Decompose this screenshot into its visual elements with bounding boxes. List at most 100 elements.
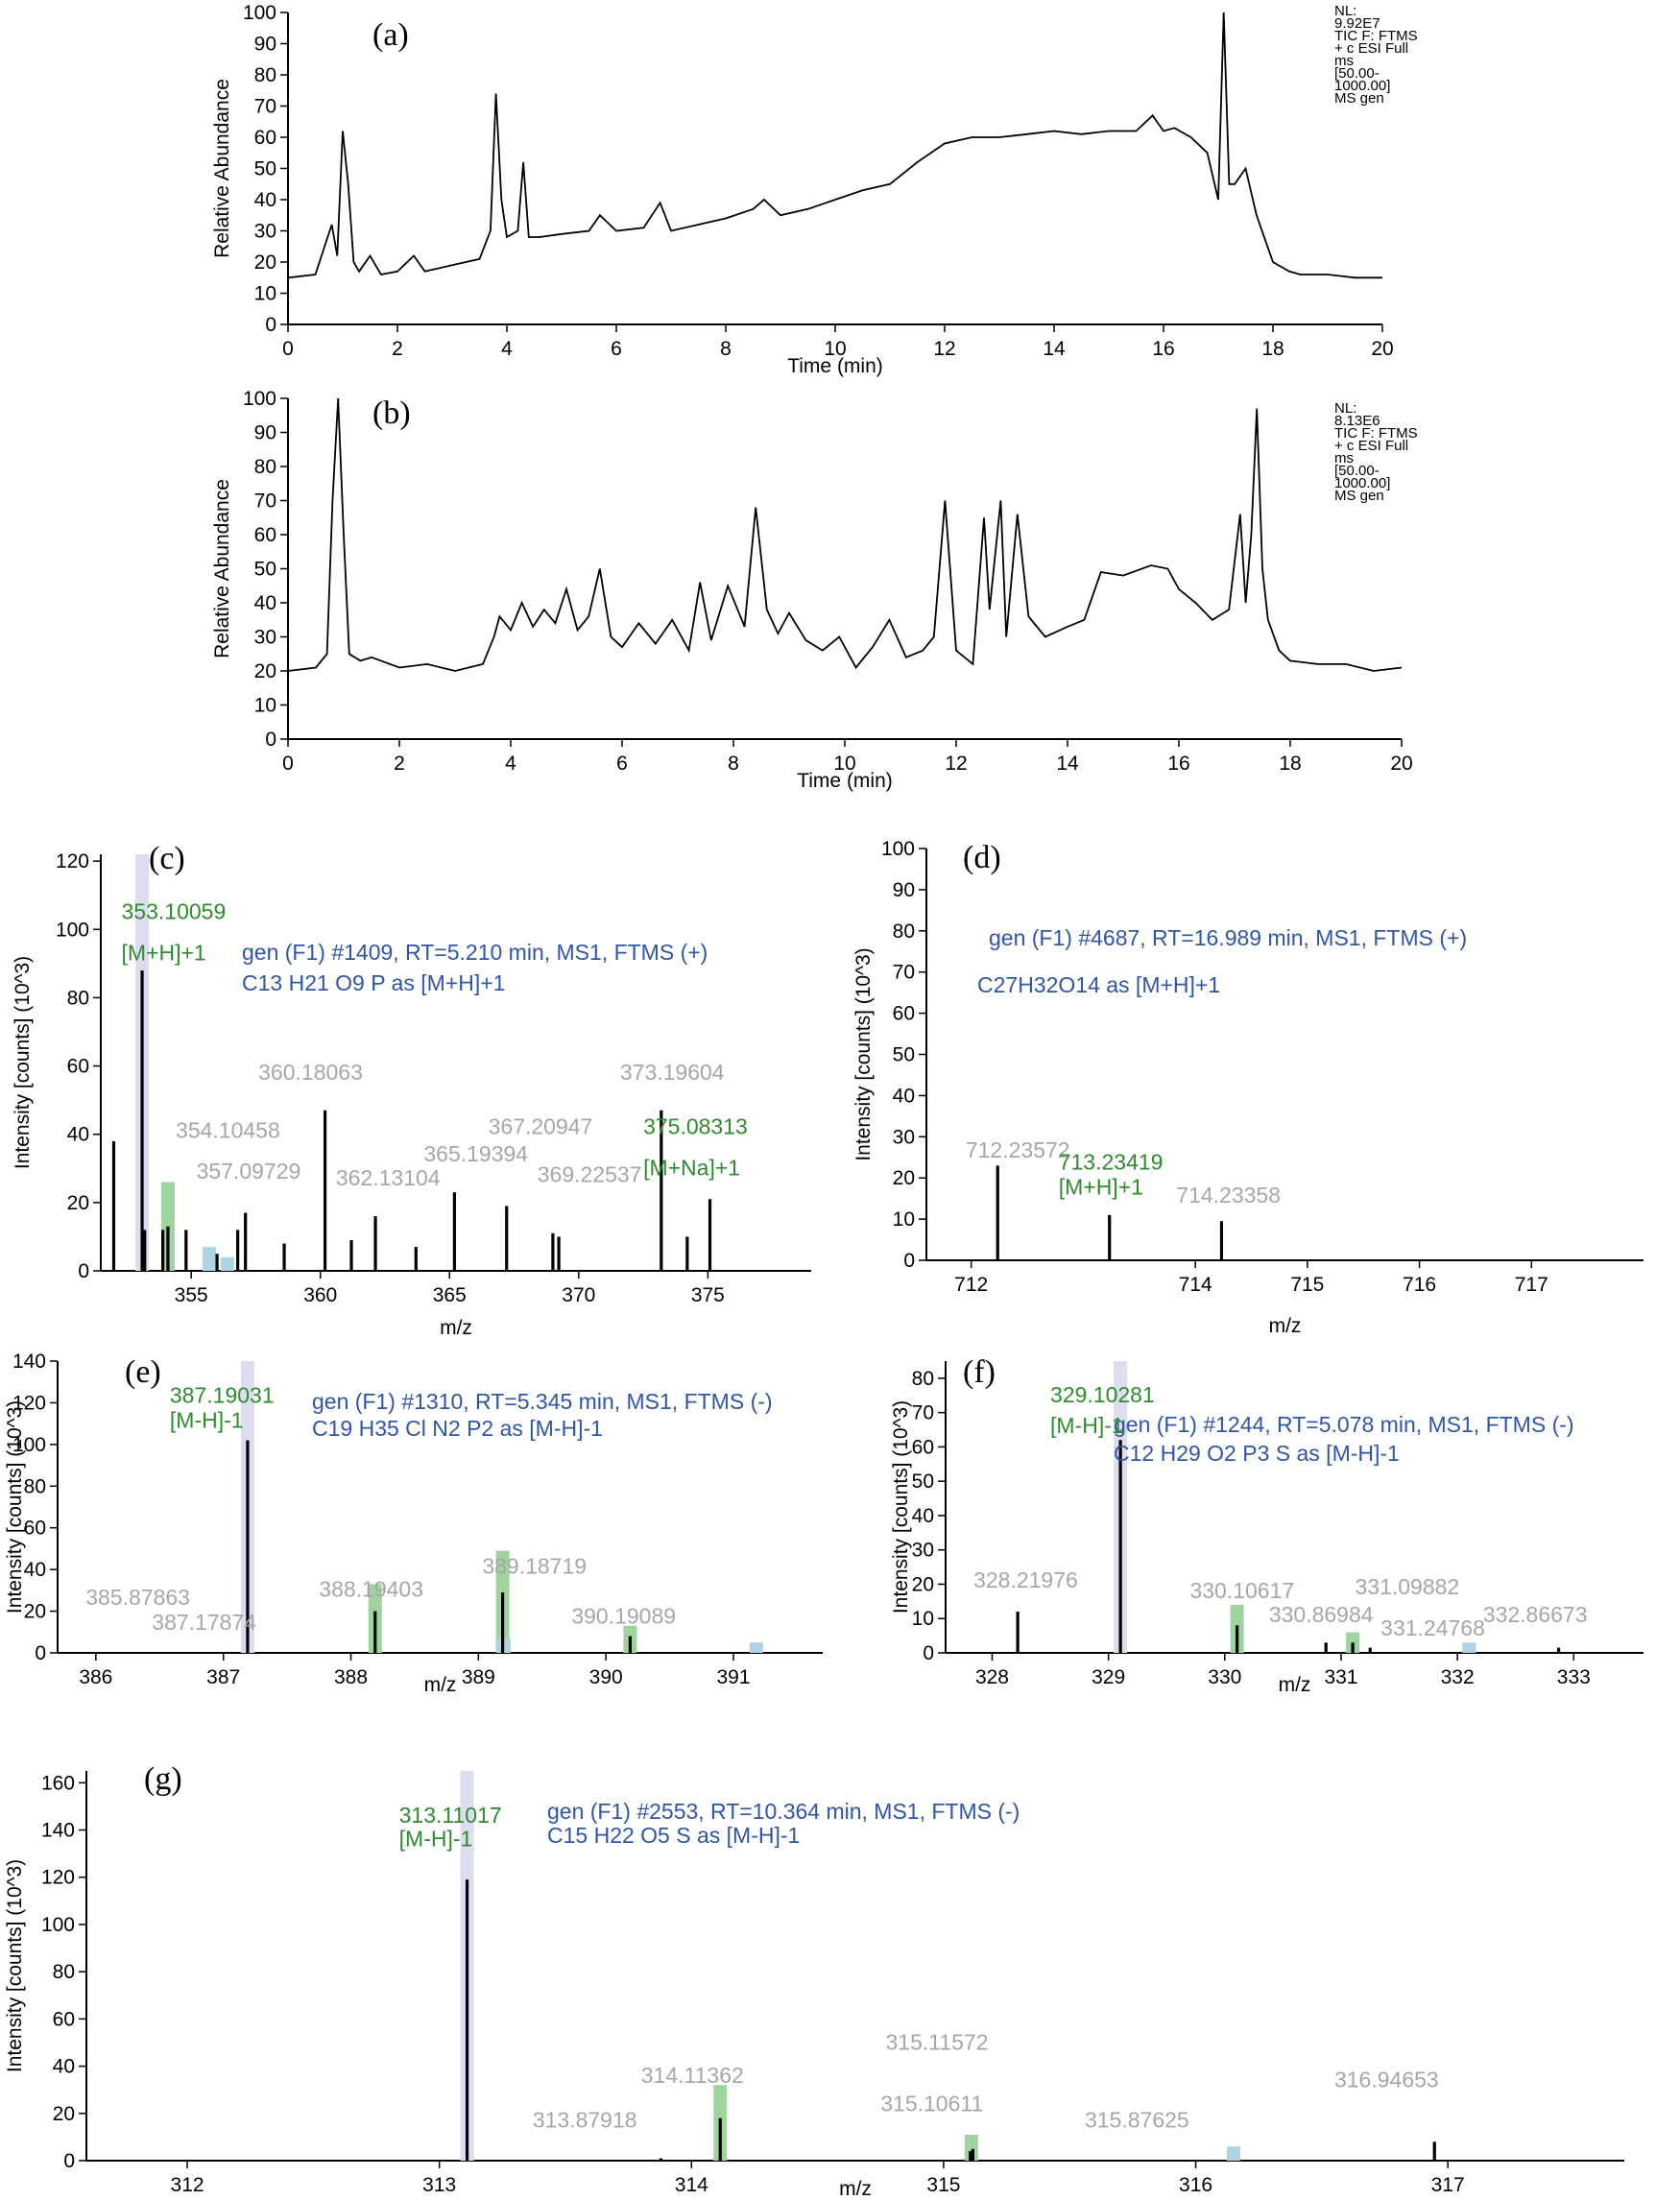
peak-label: 332.86673 xyxy=(1483,1602,1588,1627)
peak-label: 330.10617 xyxy=(1189,1578,1294,1603)
x-tick-label: 391 xyxy=(716,1666,750,1688)
info-line: ms xyxy=(1334,450,1354,466)
info-line: + c ESI Full xyxy=(1334,438,1408,454)
panel-b: 0 10 20 30 40 50 60 70 80 90 100 0 2 4 6 8 10 12 14 16 18 20 T… xyxy=(211,388,1418,792)
y-tick-label: 20 xyxy=(24,1601,46,1623)
y-tick-label: 10 xyxy=(912,1608,934,1630)
y-tick-label: 80 xyxy=(912,1368,934,1390)
y-tick-label: 10 xyxy=(254,283,276,305)
x-tick-label: 10 xyxy=(833,753,855,775)
peak-label: 385.87863 xyxy=(85,1585,190,1610)
y-tick-label: 100 xyxy=(243,2,276,24)
x-axis-label: m/z xyxy=(424,1674,457,1696)
peak-label: 714.23358 xyxy=(1176,1183,1281,1208)
formula-label: C12 H29 O2 P3 S as [M-H]-1 xyxy=(1114,1441,1400,1466)
info-line: [50.00- xyxy=(1334,65,1380,82)
x-tick-label: 312 xyxy=(171,2174,204,2196)
y-tick-label: 90 xyxy=(254,34,276,56)
y-tick-label: 0 xyxy=(265,729,276,751)
x-tick-label: 375 xyxy=(691,1284,725,1306)
formula-label: C15 H22 O5 S as [M-H]-1 xyxy=(547,1823,800,1848)
x-tick-label: 716 xyxy=(1403,1274,1436,1296)
y-axis-label: Relative Abundance xyxy=(211,79,233,258)
y-tick-label: 10 xyxy=(893,1208,915,1231)
y-tick-label: 60 xyxy=(24,1518,46,1540)
x-axis-label: Time (min) xyxy=(787,355,883,377)
x-axis-label: m/z xyxy=(440,1317,472,1339)
isotope-hint-bar xyxy=(220,1256,234,1271)
peak-label: 713.23419 xyxy=(1059,1150,1164,1175)
x-tick-label: 714 xyxy=(1179,1274,1212,1296)
peak-label: 353.10059 xyxy=(122,899,227,924)
x-tick-label: 10 xyxy=(824,338,846,360)
isotope-hint-bar xyxy=(203,1247,217,1271)
y-tick-label: 30 xyxy=(893,1126,915,1148)
y-tick-label: 60 xyxy=(893,1003,915,1025)
y-tick-label: 100 xyxy=(41,1914,75,1936)
peak-label: 390.19089 xyxy=(571,1604,676,1629)
peak-label: 387.17874 xyxy=(152,1610,256,1635)
x-tick-label: 329 xyxy=(1092,1666,1125,1688)
peak-label: 389.18719 xyxy=(482,1553,587,1578)
x-tick-label: 712 xyxy=(954,1274,988,1296)
info-line: + c ESI Full xyxy=(1334,40,1408,57)
y-tick-label: 60 xyxy=(254,524,276,546)
x-tick-label: 18 xyxy=(1261,338,1284,360)
peak-label: 315.87625 xyxy=(1085,2108,1189,2133)
peak-label: 331.09882 xyxy=(1356,1574,1460,1599)
peak-label: 314.11362 xyxy=(641,2063,744,2088)
x-tick-label: 328 xyxy=(975,1666,1009,1688)
y-tick-label: 40 xyxy=(53,2056,75,2078)
peak-label: 316.94653 xyxy=(1334,2068,1439,2092)
x-tick-label: 16 xyxy=(1152,338,1174,360)
chromatogram-trace xyxy=(287,12,1382,279)
peak-label: 315.11572 xyxy=(886,2029,989,2054)
panel-label: (f) xyxy=(963,1354,996,1390)
x-tick-label: 389 xyxy=(462,1666,495,1688)
x-tick-label: 314 xyxy=(675,2174,708,2196)
formula-label: C13 H21 O9 P as [M+H]+1 xyxy=(242,970,505,995)
peak-label: 331.24768 xyxy=(1380,1615,1485,1640)
x-tick-label: 0 xyxy=(282,338,294,360)
scan-header: gen (F1) #1310, RT=5.345 min, MS1, FTMS … xyxy=(312,1389,773,1414)
chromatogram-trace xyxy=(287,397,1403,672)
panel-c: 0 20 40 60 80 100 120 355 360 365 370 375 m/z Intensi… xyxy=(12,841,811,1339)
y-tick-label: 40 xyxy=(254,592,276,614)
info-line: NL: xyxy=(1334,3,1356,19)
y-tick-label: 0 xyxy=(265,314,276,336)
x-axis-label: Time (min) xyxy=(797,770,893,792)
panel-label: (b) xyxy=(372,395,411,431)
y-tick-label: 0 xyxy=(63,2150,75,2172)
x-tick-label: 388 xyxy=(334,1666,368,1688)
y-tick-label: 40 xyxy=(254,189,276,211)
y-tick-label: 10 xyxy=(254,695,276,717)
y-tick-label: 40 xyxy=(24,1559,46,1581)
y-tick-label: 0 xyxy=(78,1260,89,1282)
y-tick-label: 80 xyxy=(893,921,915,943)
info-line: [50.00- xyxy=(1334,463,1380,479)
info-line: 1000.00] xyxy=(1334,78,1390,94)
peak-label: 367.20947 xyxy=(489,1114,593,1139)
y-tick-label: 100 xyxy=(243,388,276,410)
panel-f: 0 10 20 30 40 50 60 70 80 328 329 330 331 332 333 m/z In… xyxy=(890,1354,1644,1696)
x-tick-label: 6 xyxy=(616,753,628,775)
peak-label: 313.87918 xyxy=(533,2108,637,2133)
x-tick-label: 316 xyxy=(1179,2174,1212,2196)
scan-header: gen (F1) #1244, RT=5.078 min, MS1, FTMS … xyxy=(1114,1412,1574,1437)
formula-label: C27H32O14 as [M+H]+1 xyxy=(977,972,1220,997)
x-tick-label: 14 xyxy=(1043,338,1066,360)
peak-label: [M-H]-1 xyxy=(399,1827,473,1852)
x-tick-label: 2 xyxy=(394,753,405,775)
y-axis-label: Relative Abundance xyxy=(211,479,233,658)
peak-label: 315.10611 xyxy=(880,2091,983,2116)
x-tick-label: 20 xyxy=(1390,753,1412,775)
y-tick-label: 60 xyxy=(53,2008,75,2030)
peak-label: 354.10458 xyxy=(176,1117,280,1142)
isotope-hint-bar xyxy=(1346,1632,1360,1653)
x-tick-label: 317 xyxy=(1431,2174,1465,2196)
y-tick-label: 50 xyxy=(254,559,276,581)
y-tick-label: 80 xyxy=(67,987,89,1009)
y-tick-label: 20 xyxy=(254,251,276,274)
peak-label: 388.19403 xyxy=(319,1576,423,1601)
